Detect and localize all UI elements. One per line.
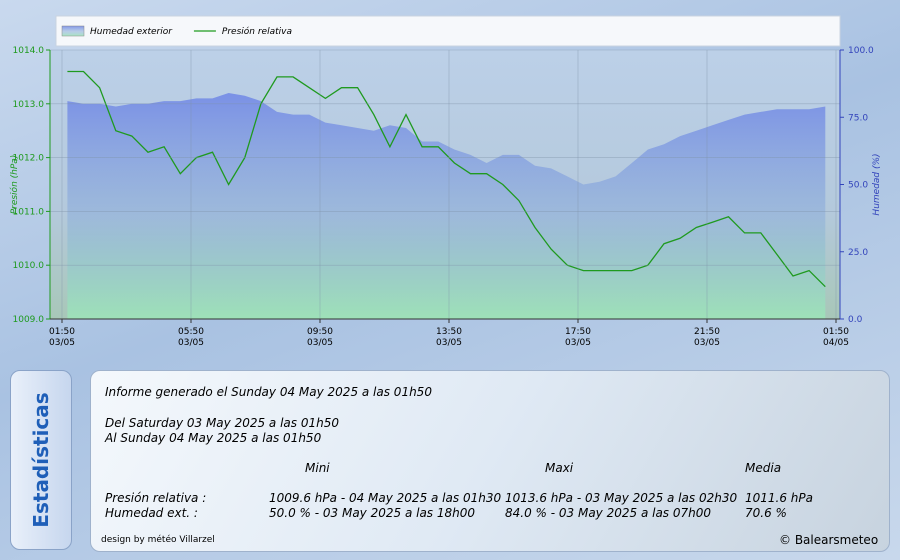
legend-box — [55, 15, 841, 47]
copyright: © Balearsmeteo — [779, 533, 879, 547]
pressure-line — [67, 70, 826, 288]
cell: 1011.6 hPa — [745, 491, 813, 505]
legend-label: Presión relativa — [222, 26, 292, 37]
cell: 84.0 % - 03 May 2025 a las 07h00 — [505, 506, 712, 520]
y2-axis-label: Humedad (%) — [872, 153, 882, 215]
x-tick-label: 01:50 04/05 — [823, 327, 849, 348]
y2-tick-label: 0.0 — [848, 315, 863, 325]
chart-container: 1009.0 1010.0 1011.0 1012.0 1013.0 1014.0 0.0 2… — [9, 15, 882, 348]
y-tick-label: 1010.0 — [13, 261, 45, 271]
y2-tick-label: 25.0 — [848, 248, 868, 258]
y-axis-label: Presión (hPa) — [9, 155, 20, 215]
y2-tick-label: 50.0 — [848, 181, 868, 191]
report-generated: Informe generado el Sunday 04 May 2025 a… — [105, 385, 432, 399]
y-tick-label: 1012.0 — [13, 154, 45, 164]
y-tick-label: 1013.0 — [13, 100, 45, 110]
x-tick-label: 17:50 03/05 — [565, 327, 591, 348]
cell: 50.0 % - 03 May 2025 a las 18h00 — [269, 506, 476, 520]
credit: design by météo Villarzel — [101, 535, 215, 545]
column-header: Media — [745, 461, 782, 475]
humidity-area — [67, 93, 826, 319]
y2-tick-label: 75.0 — [848, 113, 868, 123]
y-tick-label: 1014.0 — [13, 46, 45, 56]
stats-tab-label: Estadísticas — [29, 392, 53, 528]
report-to: Al Sunday 04 May 2025 a las 01h50 — [105, 431, 322, 445]
row-label: Presión relativa : — [105, 491, 207, 505]
row-label: Humedad ext. : — [105, 506, 198, 520]
stats-tab: Estadísticas — [10, 370, 72, 550]
x-tick-label: 05:50 03/05 — [178, 327, 204, 348]
legend-swatch — [61, 25, 85, 37]
x-tick-label: 09:50 03/05 — [307, 327, 333, 348]
x-tick-label: 01:50 03/05 — [49, 327, 75, 348]
x-tick-label: 21:50 03/05 — [694, 327, 720, 348]
stats-panel: Informe generado el Sunday 04 May 2025 a… — [90, 370, 890, 552]
cell: 1013.6 hPa - 03 May 2025 a las 02h30 — [505, 491, 738, 505]
y-tick-label: 1011.0 — [13, 207, 45, 217]
chart: 1009.0 1010.0 1011.0 1012.0 1013.0 1014.0 0.0 2… — [9, 15, 882, 325]
column-header: Mini — [305, 461, 330, 475]
y-tick-label: 1009.0 — [13, 315, 45, 325]
cell: 1009.6 hPa - 04 May 2025 a las 01h30 — [269, 491, 502, 505]
legend-label: Humedad exterior — [90, 27, 173, 37]
x-tick-label: 13:50 03/05 — [436, 327, 462, 348]
column-header: Maxi — [545, 461, 574, 475]
cell: 70.6 % — [745, 506, 787, 520]
y2-tick-label: 100.0 — [848, 46, 874, 56]
report-from: Del Saturday 03 May 2025 a las 01h50 — [105, 416, 339, 430]
